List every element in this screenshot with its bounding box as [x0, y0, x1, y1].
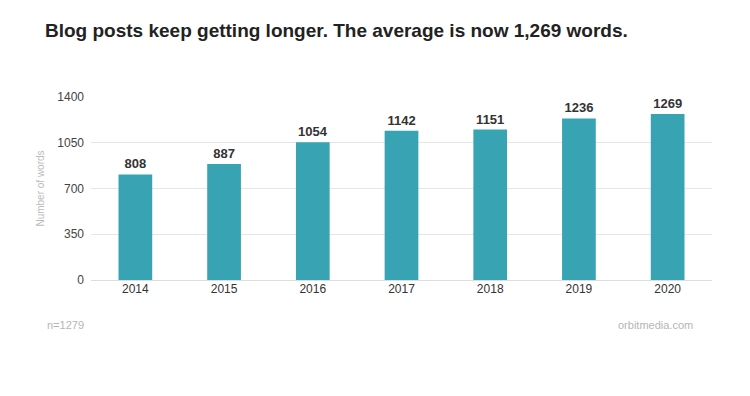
svg-text:2015: 2015 — [211, 282, 238, 296]
svg-text:1236: 1236 — [564, 100, 593, 115]
svg-text:350: 350 — [64, 227, 84, 241]
svg-text:887: 887 — [213, 146, 235, 161]
svg-text:1151: 1151 — [476, 112, 504, 127]
svg-text:1050: 1050 — [57, 136, 84, 150]
svg-text:1142: 1142 — [387, 113, 415, 128]
svg-text:700: 700 — [64, 182, 84, 196]
svg-text:2014: 2014 — [122, 282, 149, 296]
svg-text:Number of words: Number of words — [35, 150, 46, 226]
svg-text:2020: 2020 — [654, 282, 681, 296]
svg-text:1269: 1269 — [653, 96, 682, 111]
svg-text:2019: 2019 — [566, 282, 593, 296]
svg-text:808: 808 — [125, 156, 147, 171]
svg-text:orbitmedia.com: orbitmedia.com — [618, 319, 693, 331]
svg-text:Blog posts keep getting longer: Blog posts keep getting longer. The aver… — [45, 20, 628, 41]
svg-text:2018: 2018 — [477, 282, 504, 296]
svg-text:2017: 2017 — [388, 282, 415, 296]
svg-text:1400: 1400 — [57, 90, 84, 104]
svg-text:0: 0 — [77, 273, 84, 287]
svg-text:1054: 1054 — [298, 124, 328, 139]
svg-text:2016: 2016 — [299, 282, 326, 296]
svg-text:n=1279: n=1279 — [47, 319, 84, 331]
